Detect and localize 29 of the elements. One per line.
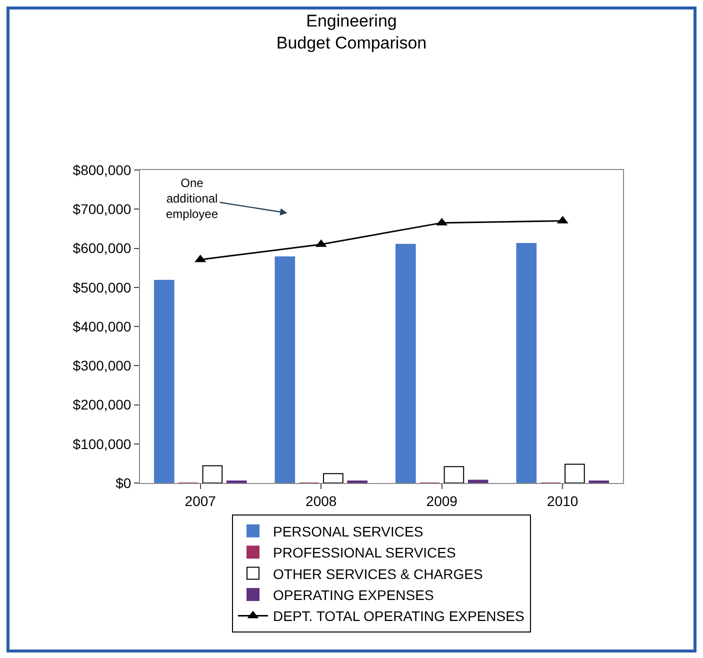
y-tick-label: $200,000 — [72, 396, 132, 413]
legend-label: PROFESSIONAL SERVICES — [273, 544, 456, 561]
x-tick-label: 2009 — [426, 492, 458, 509]
legend-label: PERSONAL SERVICES — [273, 523, 424, 540]
bar — [516, 243, 537, 483]
bar — [154, 280, 174, 483]
y-tick-label: $0 — [116, 474, 132, 491]
y-tick-label: $300,000 — [72, 358, 132, 374]
bar — [274, 256, 296, 483]
x-tick-label: 2008 — [306, 492, 337, 509]
y-tick-label: $600,000 — [72, 240, 132, 256]
legend-label: OTHER SERVICES & CHARGES — [273, 566, 483, 582]
annotation: One additional employee — [166, 176, 218, 222]
bar — [202, 465, 223, 483]
y-tick-label: $100,000 — [72, 436, 132, 452]
y-tick-label: $700,000 — [72, 201, 132, 218]
y-tick-label: $400,000 — [72, 318, 132, 334]
bar — [395, 244, 416, 483]
legend-label: OPERATING EXPENSES — [273, 586, 434, 603]
bar — [564, 464, 585, 483]
bar — [468, 480, 488, 483]
bar — [323, 473, 344, 483]
chart-title: Engineering Budget Comparison — [276, 11, 427, 52]
x-tick-label: 2010 — [547, 492, 578, 509]
x-tick-label: 2007 — [184, 492, 216, 509]
y-tick-label: $500,000 — [72, 279, 132, 296]
bar — [444, 466, 464, 483]
legend-label: DEPT. TOTAL OPERATING EXPENSES — [273, 608, 524, 624]
y-tick-label: $800,000 — [72, 162, 132, 178]
